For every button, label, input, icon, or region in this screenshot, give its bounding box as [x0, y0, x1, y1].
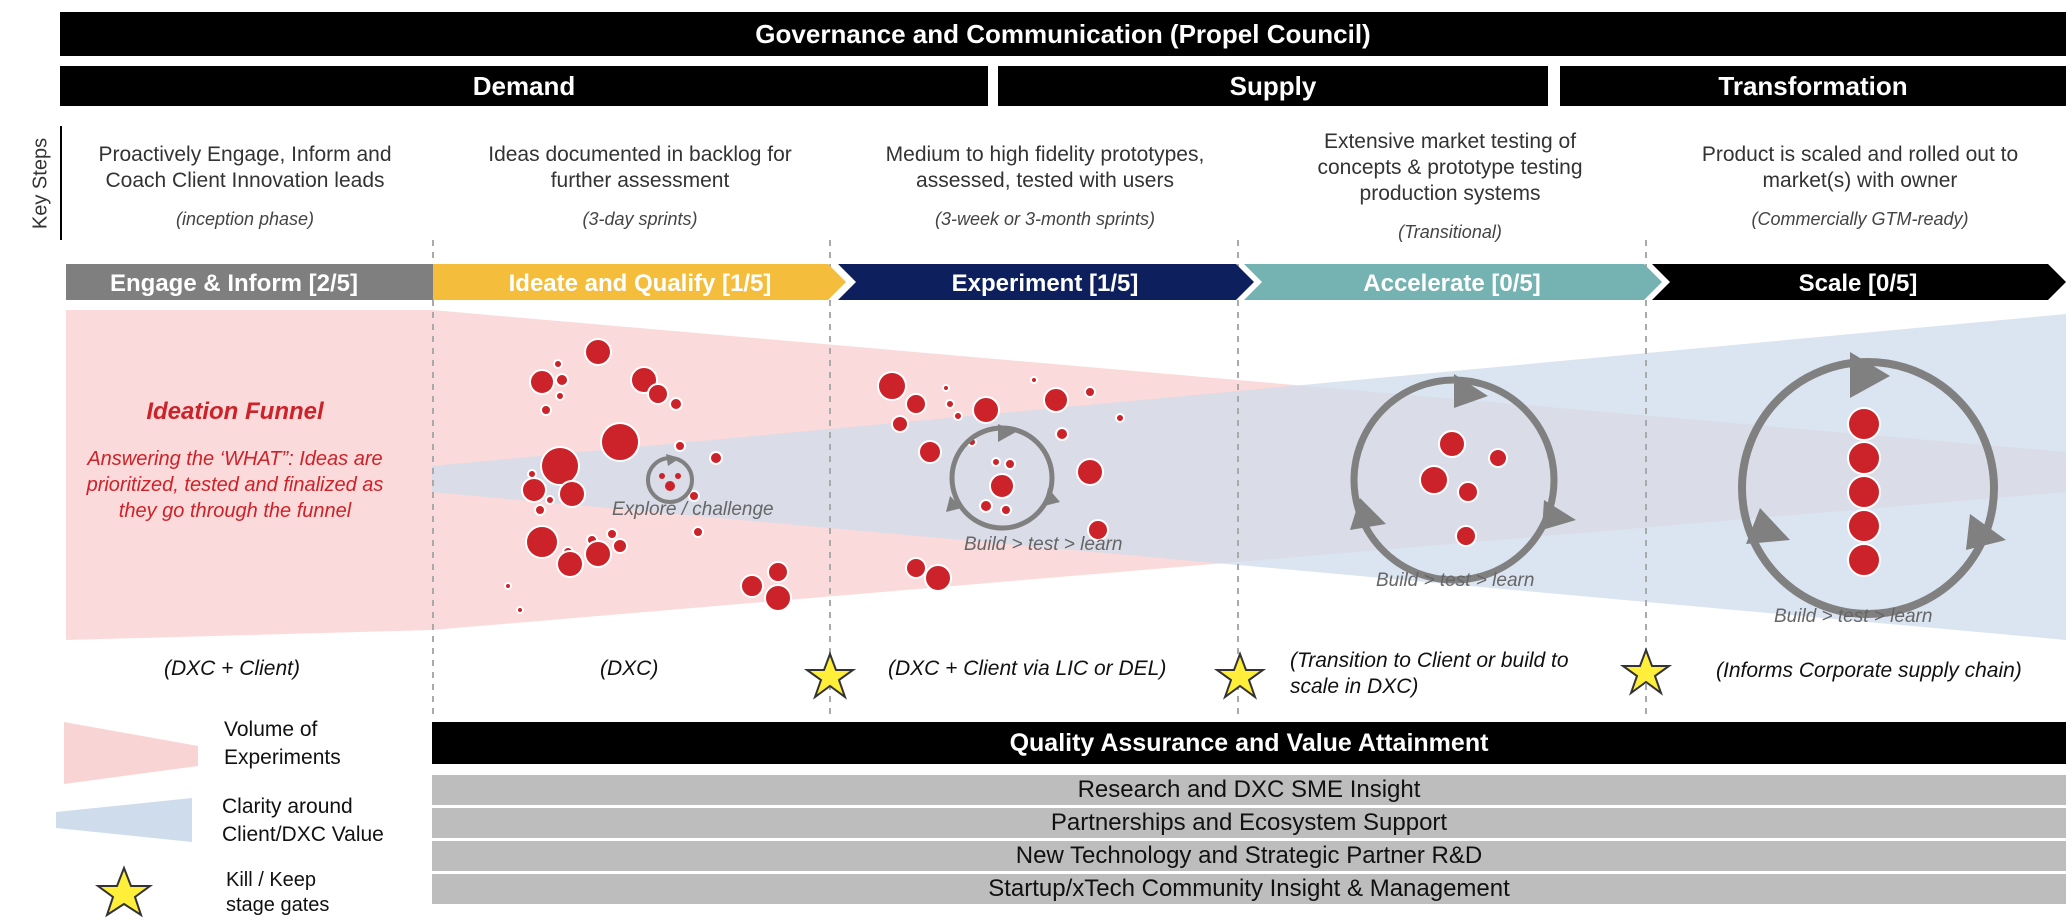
support-row-technology-label: New Technology and Strategic Partner R&D: [1015, 842, 1483, 869]
chevron-accelerate: [1244, 264, 1662, 300]
step-1-note: (inception phase): [175, 209, 315, 229]
step-4-note: (Transitional): [1398, 222, 1502, 242]
step-1-description: Proactively Engage, Inform and Coach Cli…: [75, 142, 415, 232]
support-row-partnerships-label: Partnerships and Ecosystem Support: [1050, 809, 1448, 836]
owner-experiment: (DXC + Client via LIC or DEL): [888, 657, 1167, 680]
ideation-funnel-subtitle: Answering the ‘WHAT”: Ideas are prioriti…: [86, 448, 384, 522]
build-cycle-label-1: Build > test > learn: [964, 534, 1123, 555]
transformation-bar: Transformation: [1560, 66, 2066, 106]
scale-cycle-arrows: [1746, 352, 2006, 550]
chevron-ideate: [433, 264, 846, 300]
step-1-text: Proactively Engage, Inform and Coach Cli…: [98, 143, 392, 192]
experiment-idea-bubbles: [877, 371, 1125, 592]
stage-gate-1-star-icon: [803, 651, 857, 700]
supply-label: Supply: [1229, 71, 1317, 101]
support-row-startup: Startup/xTech Community Insight & Manage…: [432, 874, 2066, 904]
support-row-startup-label: Startup/xTech Community Insight & Manage…: [988, 875, 1510, 902]
key-steps-divider: [60, 126, 62, 240]
chevron-scale-label: Scale [0/5]: [1799, 270, 1918, 297]
explore-cycle: [646, 454, 694, 504]
chevron-engage-label: Engage & Inform [2/5]: [110, 270, 358, 297]
step-3-note: (3-week or 3-month sprints): [934, 209, 1156, 229]
step-3-text: Medium to high fidelity prototypes, asse…: [885, 143, 1205, 192]
supply-bar: Supply: [998, 66, 1548, 106]
owner-engage: (DXC + Client): [164, 657, 300, 680]
chevron-ideate-label: Ideate and Qualify [1/5]: [509, 270, 772, 297]
column-separators: [432, 240, 1647, 716]
chevron-row: [66, 264, 2066, 300]
governance-bar: Governance and Communication (Propel Cou…: [60, 12, 2066, 56]
chevron-accelerate-label: Accelerate [0/5]: [1363, 270, 1540, 297]
accelerate-cycle-arrows: [1350, 374, 1576, 530]
owner-scale: (Informs Corporate supply chain): [1716, 659, 2022, 682]
legend-gates-label: Kill / Keep stage gates: [226, 869, 330, 916]
legend-star-icon: [94, 865, 154, 918]
clarity-funnel: [432, 314, 2066, 640]
step-5-text: Product is scaled and rolled out to mark…: [1701, 143, 2019, 192]
step-2-note: (3-day sprints): [582, 209, 698, 229]
build-cycle-label-2: Build > test > learn: [1376, 570, 1535, 591]
governance-bar-label: Governance and Communication (Propel Cou…: [755, 19, 1371, 49]
step-5-note: (Commercially GTM-ready): [1751, 209, 1969, 229]
legend-clarity-shape: [56, 798, 192, 842]
support-row-technology: New Technology and Strategic Partner R&D: [432, 841, 2066, 871]
qa-bar-label: Quality Assurance and Value Attainment: [1009, 729, 1489, 757]
ideate-idea-bubbles: [504, 338, 792, 614]
stage-gate-3-star-icon: [1619, 647, 1673, 696]
transformation-label: Transformation: [1718, 71, 1908, 101]
step-5-description: Product is scaled and rolled out to mark…: [1680, 142, 2040, 232]
support-row-partnerships: Partnerships and Ecosystem Support: [432, 808, 2066, 838]
step-4-description: Extensive market testing of concepts & p…: [1290, 129, 1610, 245]
build-cycle-label-3: Build > test > learn: [1774, 606, 1933, 627]
ideation-funnel-title: Ideation Funnel: [146, 398, 324, 425]
step-2-text: Ideas documented in backlog for further …: [488, 143, 792, 192]
explore-cycle-label: Explore / challenge: [612, 499, 774, 520]
demand-bar: Demand: [60, 66, 988, 106]
qa-bar: Quality Assurance and Value Attainment: [432, 722, 2066, 764]
scale-cycle: [1738, 358, 1998, 618]
step-3-description: Medium to high fidelity prototypes, asse…: [860, 142, 1230, 232]
owner-ideate: (DXC): [600, 657, 659, 680]
demand-label: Demand: [472, 71, 576, 101]
chevron-experiment: [838, 264, 1254, 300]
step-4-text: Extensive market testing of concepts & p…: [1317, 130, 1583, 205]
accelerate-idea-bubbles: [1419, 430, 1508, 547]
support-row-research-label: Research and DXC SME Insight: [1077, 776, 1421, 803]
stage-gate-2-star-icon: [1213, 651, 1267, 700]
chevron-engage: [66, 264, 433, 300]
experiment-cycle-arrows: [946, 424, 1060, 512]
owner-accelerate: (Transition to Client or build to scale …: [1290, 649, 1569, 698]
legend-clarity-label: Clarity around Client/DXC Value: [222, 795, 384, 846]
chevron-scale: [1652, 264, 2066, 300]
step-2-description: Ideas documented in backlog for further …: [470, 142, 810, 232]
chevron-experiment-label: Experiment [1/5]: [952, 270, 1139, 297]
legend-volume-shape: [64, 722, 198, 784]
legend-volume-label: Volume of Experiments: [224, 718, 341, 769]
scale-idea-bubbles: [1847, 407, 1881, 577]
support-row-research: Research and DXC SME Insight: [432, 775, 2066, 805]
